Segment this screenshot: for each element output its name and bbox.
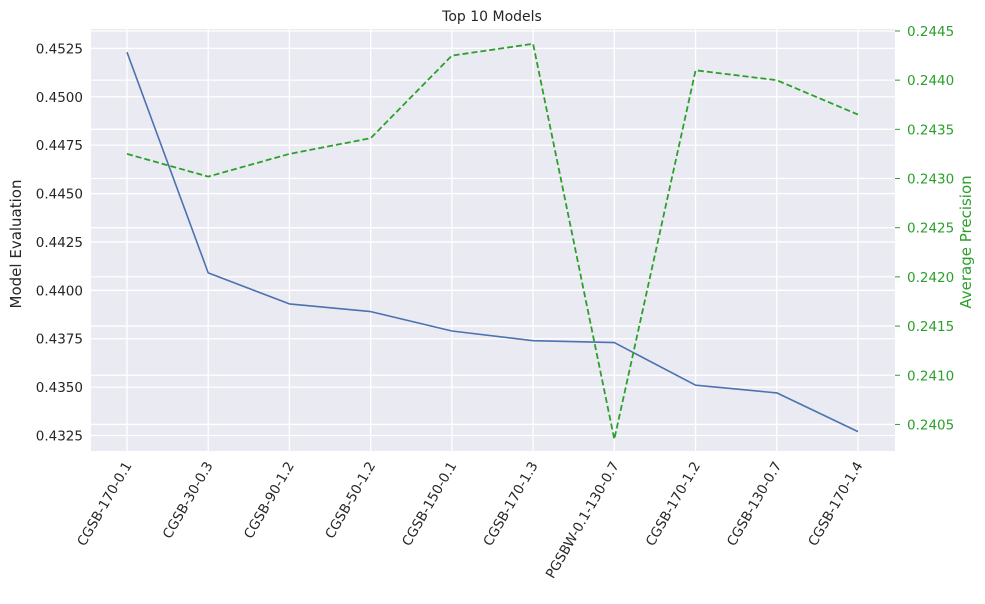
x-tick-label: CGSB-130-0.7: [724, 459, 785, 549]
right-tick-label: 0.2420: [907, 270, 954, 286]
x-tick-label: CGSB-150-0.1: [399, 459, 460, 549]
right-tick-label: 0.2405: [907, 417, 954, 433]
plot-background: [91, 29, 895, 451]
right-tick-label: 0.2415: [907, 319, 954, 335]
x-tick-label: CGSB-170-1.4: [805, 459, 866, 549]
x-tick-label: CGSB-170-1.2: [643, 459, 704, 549]
x-tick-label: CGSB-30-0.3: [160, 459, 217, 542]
x-axis-ticks: CGSB-170-0.1 CGSB-30-0.3 CGSB-90-1.2 CGSB-5…: [74, 459, 866, 581]
right-axis-label: Average Precision: [957, 175, 975, 308]
right-tick-label: 0.2425: [907, 221, 954, 237]
chart-title: Top 10 Models: [441, 9, 542, 25]
left-axis-label: Model Evaluation: [7, 180, 25, 309]
left-tick-label: 0.4325: [36, 429, 83, 445]
left-tick-label: 0.4525: [36, 41, 83, 57]
left-tick-label: 0.4350: [36, 380, 83, 396]
x-tick-label: CGSB-170-0.1: [74, 459, 135, 549]
left-tick-label: 0.4475: [36, 138, 83, 154]
x-tick-label: CGSB-50-1.2: [322, 459, 379, 542]
left-tick-label: 0.4450: [36, 187, 83, 203]
left-tick-label: 0.4500: [36, 90, 83, 106]
right-tick-label: 0.2410: [907, 368, 954, 384]
left-tick-label: 0.4375: [36, 332, 83, 348]
x-tick-label: CGSB-170-1.3: [480, 459, 541, 549]
x-tick-label: PGSBW-0.1-130-0.7: [543, 459, 623, 581]
right-tick-label: 0.2445: [907, 24, 954, 40]
right-tick-label: 0.2430: [907, 172, 954, 188]
series-layer: [126, 42, 859, 441]
average-precision-line: [126, 42, 859, 441]
left-tick-label: 0.4425: [36, 235, 83, 251]
model-evaluation-line: [126, 51, 859, 433]
right-tick-label: 0.2435: [907, 122, 954, 138]
x-tick-label: CGSB-90-1.2: [241, 459, 298, 542]
left-tick-label: 0.4400: [36, 283, 83, 299]
right-tick-label: 0.2440: [907, 73, 954, 89]
x-gridlines: [126, 29, 859, 451]
right-axis-ticks: 0.2405 0.2410 0.2415 0.2420 0.2425 0.2430 0.24…: [895, 24, 954, 433]
y-gridlines: [91, 30, 895, 437]
left-axis-ticks: 0.4325 0.4350 0.4375 0.4400 0.4425 0.4450 0.44…: [36, 41, 83, 444]
